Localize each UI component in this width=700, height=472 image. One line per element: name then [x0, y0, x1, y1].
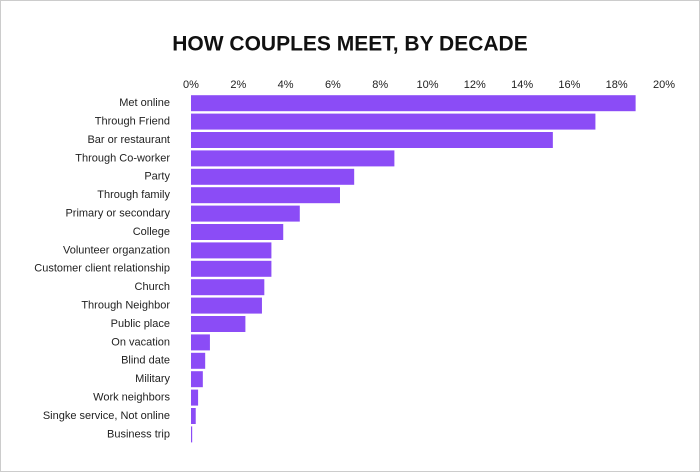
x-tick-label: 20%: [653, 79, 675, 91]
y-tick-label: Primary or secondary: [65, 208, 170, 220]
y-tick-label: Volunteer organzation: [63, 244, 170, 256]
bar: [191, 279, 265, 296]
x-tick-label: 10%: [416, 79, 438, 91]
y-tick-label: Through family: [97, 189, 170, 201]
bar: [191, 205, 300, 222]
bar: [191, 297, 262, 314]
y-tick-label: On vacation: [111, 336, 170, 348]
x-tick-label: 16%: [558, 79, 580, 91]
bar: [191, 168, 355, 185]
bar: [191, 95, 636, 112]
x-tick-label: 8%: [372, 79, 388, 91]
x-tick-label: 18%: [606, 79, 628, 91]
y-tick-label: Blind date: [121, 355, 170, 367]
y-tick-label: Through Friend: [95, 116, 170, 128]
bar: [191, 371, 203, 388]
x-tick-label: 2%: [230, 79, 246, 91]
y-tick-label: Through Neighbor: [81, 300, 170, 312]
bar: [191, 113, 596, 130]
y-tick-label: Met online: [119, 97, 170, 109]
y-tick-label: Business trip: [107, 428, 170, 440]
bar: [191, 260, 272, 277]
y-tick-label: Through Co-worker: [75, 152, 170, 164]
y-tick-label: Singke service, Not online: [43, 410, 170, 422]
x-tick-label: 0%: [183, 79, 199, 91]
y-tick-label: Bar or restaurant: [87, 134, 170, 146]
bar: [191, 389, 199, 406]
y-tick-label: Public place: [111, 318, 170, 330]
bar: [191, 316, 246, 332]
bar: [191, 352, 206, 369]
bar: [191, 132, 553, 148]
bar: [191, 408, 196, 424]
bar: [191, 224, 284, 240]
bar: [191, 334, 210, 351]
x-tick-label: 12%: [464, 79, 486, 91]
x-tick-label: 6%: [325, 79, 341, 91]
x-tick-label: 4%: [278, 79, 294, 91]
y-tick-label: Party: [144, 171, 170, 183]
bar: [191, 242, 272, 259]
bar: [191, 187, 340, 204]
y-tick-label: Customer client relationship: [34, 263, 170, 275]
y-tick-label: Military: [135, 373, 170, 385]
y-tick-label: Work neighbors: [93, 392, 170, 404]
y-tick-label: College: [133, 226, 170, 238]
bar: [191, 150, 395, 167]
chart-title: HOW COUPLES MEET, BY DECADE: [172, 33, 527, 56]
y-tick-label: Church: [135, 281, 170, 293]
bar: [191, 426, 193, 443]
x-tick-label: 14%: [511, 79, 533, 91]
